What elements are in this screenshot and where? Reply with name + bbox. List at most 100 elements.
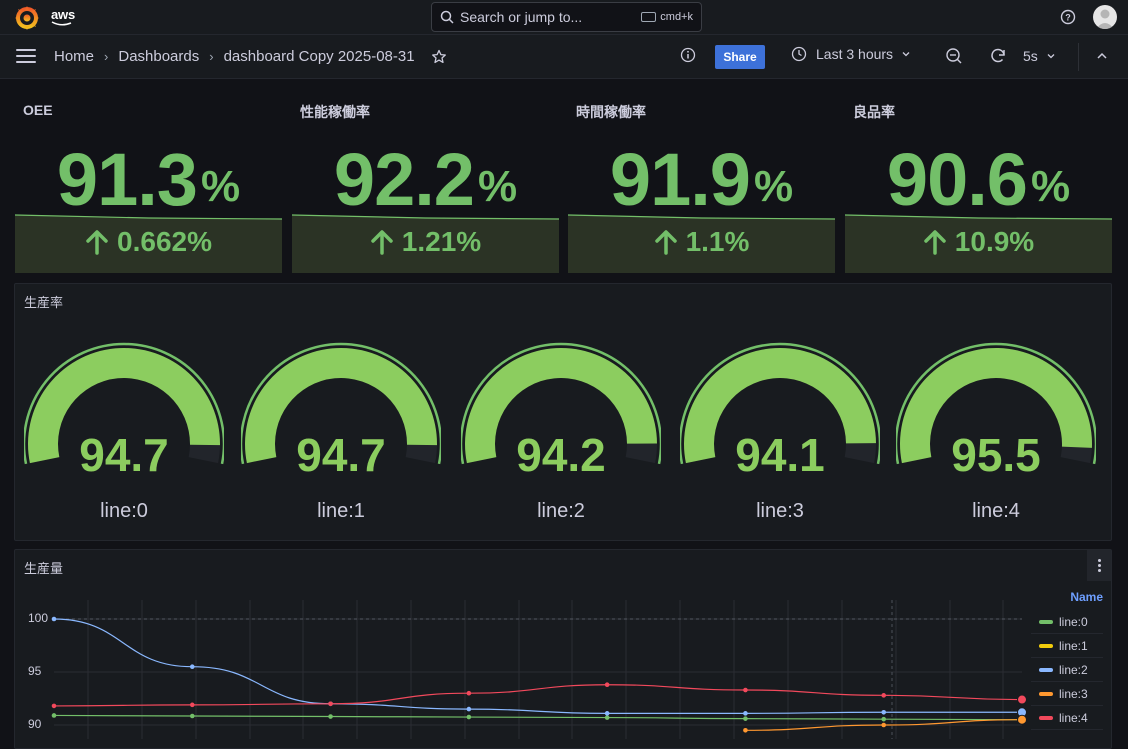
gauge[interactable]: 94.2 line:2 — [459, 340, 663, 530]
share-button[interactable]: Share — [715, 45, 765, 69]
refresh-interval-picker[interactable]: 5s — [1023, 48, 1056, 64]
star-icon[interactable] — [431, 49, 447, 65]
user-icon — [1096, 9, 1114, 29]
gauge[interactable]: 94.7 line:0 — [22, 340, 226, 530]
arrow-up-icon — [371, 230, 393, 255]
series-point — [1017, 694, 1027, 705]
series-point — [51, 616, 57, 622]
stat-title: 性能稼働率 — [300, 104, 370, 120]
panel-menu-button[interactable] — [1087, 550, 1111, 581]
breadcrumb-home[interactable]: Home — [54, 48, 95, 65]
stat-delta: 1.1% — [568, 226, 835, 258]
chevron-down-icon — [902, 52, 910, 57]
stat-number: 91.9 — [609, 138, 751, 221]
gauge-value: 94.7 — [79, 429, 169, 481]
arrow-up-icon — [86, 230, 108, 255]
gauge-label: line:0 — [100, 500, 148, 522]
stat-unit: % — [1030, 162, 1071, 211]
stat-value[interactable]: 90.6 % — [845, 140, 1112, 220]
series-point — [466, 706, 472, 712]
legend-item[interactable]: line:4 — [1031, 706, 1103, 730]
legend-item[interactable]: line:1 — [1031, 634, 1103, 658]
gauge-label: line:2 — [537, 500, 585, 522]
gauge-label: line:3 — [756, 500, 804, 522]
y-tick-label: 95 — [28, 664, 42, 678]
gauge[interactable]: 95.5 line:4 — [894, 340, 1098, 530]
series-point — [1017, 714, 1027, 725]
aws-logo-text: aws — [51, 7, 75, 22]
search-input[interactable]: Search or jump to... cmd+k — [431, 2, 702, 32]
stat-value[interactable]: 92.2 % — [292, 140, 559, 220]
series-point — [743, 716, 748, 721]
breadcrumb-dashboards[interactable]: Dashboards — [118, 48, 200, 65]
stat-value[interactable]: 91.9 % — [568, 140, 835, 220]
series-point — [604, 682, 610, 688]
stat-unit: % — [200, 162, 241, 211]
gauge-arc — [678, 342, 882, 465]
time-range-label: Last 3 hours — [816, 46, 894, 62]
legend-item[interactable]: line:2 — [1031, 658, 1103, 682]
series-point — [881, 709, 887, 715]
y-tick-label: 90 — [28, 717, 42, 731]
legend-items: line:0 line:1 line:2 line:3 line:4 — [1031, 610, 1103, 730]
stat-value[interactable]: 91.3 % — [15, 140, 282, 220]
legend-item[interactable]: line:0 — [1031, 610, 1103, 634]
breadcrumb-current: dashboard Copy 2025-08-31 — [223, 48, 415, 65]
keyboard-shortcut: cmd+k — [641, 11, 693, 23]
gauge-arc — [239, 342, 443, 465]
info-icon[interactable] — [680, 47, 696, 63]
legend-label: line:4 — [1059, 710, 1088, 725]
series-point — [743, 687, 748, 693]
legend-label: line:1 — [1059, 638, 1088, 653]
stat-sparkline — [568, 214, 835, 273]
gauge-value: 94.7 — [296, 429, 386, 481]
series-point — [189, 702, 195, 708]
legend-label: line:0 — [1059, 614, 1088, 629]
series-point — [743, 728, 748, 733]
legend-swatch — [1039, 667, 1053, 672]
series-point — [881, 693, 887, 698]
search-placeholder: Search or jump to... — [460, 9, 583, 25]
aws-logo: aws — [51, 6, 77, 26]
series-point — [189, 713, 195, 719]
series-point — [466, 714, 472, 720]
gauge-label: line:4 — [972, 500, 1020, 522]
gauge-value: 95.5 — [951, 429, 1041, 481]
stat-title: 時間稼働率 — [576, 104, 646, 120]
breadcrumb: Home › Dashboards › dashboard Copy 2025-… — [54, 48, 447, 65]
legend-header[interactable]: Name — [1070, 590, 1103, 604]
stat-number: 90.6 — [886, 138, 1028, 221]
gauge[interactable]: 94.7 line:1 — [239, 340, 443, 530]
series-point — [51, 713, 57, 718]
legend-swatch — [1039, 619, 1053, 624]
legend-item[interactable]: line:3 — [1031, 682, 1103, 706]
keyboard-icon — [641, 12, 657, 22]
gauge-arc — [894, 342, 1098, 465]
stat-title: OEE — [23, 102, 53, 118]
series-line-line-4 — [53, 684, 1023, 707]
chevron-down-icon — [1047, 54, 1055, 59]
breadcrumb-separator-icon: › — [104, 49, 109, 64]
stat-delta: 0.662% — [15, 226, 282, 258]
menu-toggle-button[interactable] — [16, 49, 36, 65]
series-point — [604, 715, 610, 720]
search-icon — [440, 10, 454, 24]
user-avatar[interactable] — [1093, 5, 1117, 29]
chevron-up-icon[interactable] — [1095, 51, 1109, 61]
legend-swatch — [1039, 691, 1053, 696]
series-point — [328, 701, 333, 707]
gauge-value: 94.1 — [735, 429, 825, 481]
help-icon[interactable]: ? — [1060, 9, 1076, 25]
grafana-logo-icon[interactable] — [14, 5, 40, 31]
zoom-out-icon[interactable] — [945, 47, 963, 65]
legend-label: line:2 — [1059, 662, 1088, 677]
gauge[interactable]: 94.1 line:3 — [678, 340, 882, 530]
series-point — [881, 716, 887, 722]
refresh-icon[interactable] — [989, 47, 1007, 65]
series-point — [881, 722, 887, 728]
stat-delta: 10.9% — [845, 226, 1112, 258]
legend-label: line:3 — [1059, 686, 1088, 701]
time-range-picker[interactable]: Last 3 hours — [791, 46, 911, 62]
stat-number: 91.3 — [56, 138, 198, 221]
